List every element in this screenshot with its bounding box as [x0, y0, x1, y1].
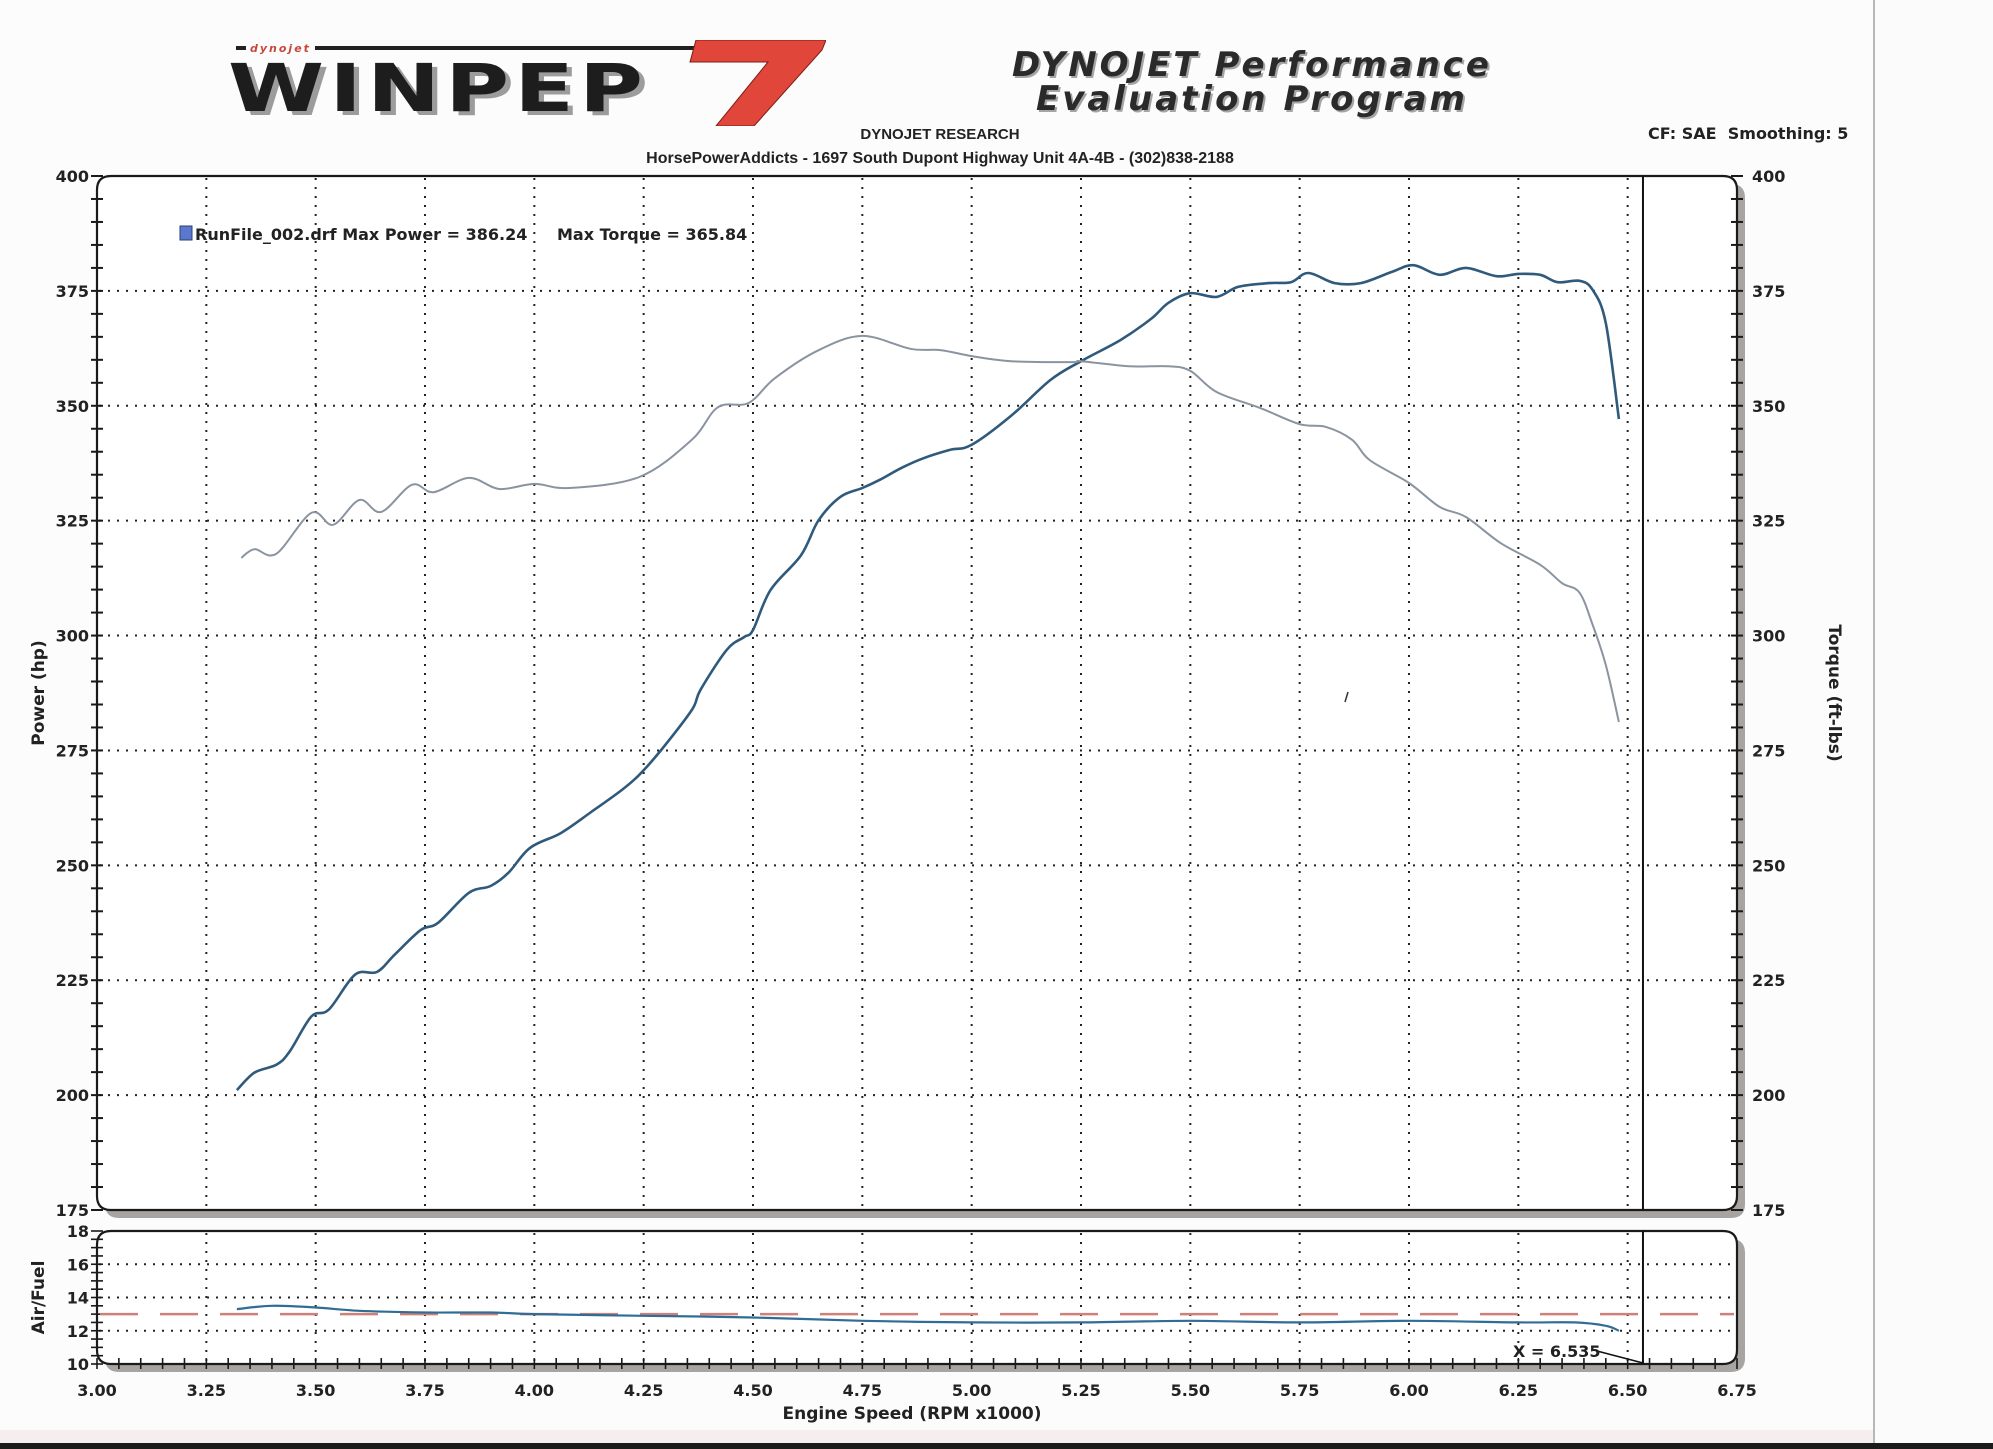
- afr-tick-label: 14: [67, 1289, 89, 1308]
- legend-torque: Max Torque = 365.84: [557, 225, 747, 244]
- x-tick-label: 5.25: [1061, 1381, 1100, 1400]
- afr-tick-label: 18: [67, 1222, 89, 1241]
- company-name: DYNOJET RESEARCH: [860, 126, 1020, 143]
- scan-margin: [1875, 0, 1993, 1449]
- shop-info: HorsePowerAddicts - 1697 South Dupont Hi…: [646, 150, 1234, 167]
- x-tick-label: 4.25: [624, 1381, 663, 1400]
- y-axis-title-right: Torque (ft-lbs): [1824, 624, 1844, 761]
- air-fuel-panel: 10 12 14 16 18 Air/Fuel X = 6.535: [29, 1222, 1745, 1374]
- x-tick-label: 6.50: [1608, 1381, 1647, 1400]
- logo-word: WINPEP: [228, 50, 649, 127]
- y-axis-title-left: Power (hp): [29, 640, 49, 746]
- y-tick-label-left: 175: [56, 1201, 89, 1220]
- program-title-line1: DYNOJET Performance: [1011, 45, 1492, 85]
- x-tick-label: 4.75: [843, 1381, 882, 1400]
- program-title-line2: Evaluation Program: [1036, 79, 1468, 119]
- x-tick-label: 3.00: [77, 1381, 116, 1400]
- x-axis: 3.00 3.25 3.50 3.75 4.00 4.25 4.50 4.75 5.00 5.25…: [77, 1358, 1757, 1424]
- y-tick-label-right: 300: [1752, 627, 1785, 646]
- y-tick-label-left: 300: [56, 627, 89, 646]
- cursor-leader-line: [1596, 1350, 1644, 1364]
- power-curve: [235, 263, 1621, 1092]
- y-tick-label-right: 375: [1752, 282, 1785, 301]
- x-axis-title: Engine Speed (RPM x1000): [782, 1404, 1041, 1424]
- scan-border: [0, 1443, 1993, 1449]
- afr-tick-label: 10: [67, 1355, 89, 1374]
- x-tick-label: 4.50: [733, 1381, 772, 1400]
- logo-bar: [236, 46, 776, 50]
- y-tick-label-left: 350: [56, 397, 89, 416]
- y-tick-label-right: 275: [1752, 741, 1785, 760]
- y-tick-label-left: 225: [56, 971, 89, 990]
- program-title: DYNOJET Performance Evaluation Program: [852, 48, 1652, 116]
- winpep-logo: dynojet WINPEP: [228, 40, 828, 127]
- logo-sub-text: dynojet: [246, 42, 315, 55]
- paper-edge: [1873, 0, 1875, 1449]
- x-tick-label: 5.00: [952, 1381, 991, 1400]
- scan-tint: [0, 1430, 1873, 1443]
- x-tick-label: 5.50: [1171, 1381, 1210, 1400]
- x-tick-label: 6.00: [1389, 1381, 1428, 1400]
- x-tick-label: 4.00: [515, 1381, 554, 1400]
- legend-power: RunFile_002.drf Max Power = 386.24: [195, 225, 527, 244]
- y-tick-label-left: 400: [56, 167, 89, 186]
- y-tick-label-right: 175: [1752, 1201, 1785, 1220]
- y-tick-label-right: 200: [1752, 1086, 1785, 1105]
- x-tick-label: 6.75: [1717, 1381, 1756, 1400]
- chart-legend: RunFile_002.drf Max Power = 386.24 Max To…: [179, 225, 747, 244]
- y-tick-label-right: 225: [1752, 971, 1785, 990]
- afr-tick-label: 12: [67, 1322, 89, 1341]
- x-tick-label: 3.75: [405, 1381, 444, 1400]
- y-tick-label-left: 200: [56, 1086, 89, 1105]
- cursor-label: X = 6.535: [1513, 1342, 1601, 1361]
- legend-swatch: [179, 225, 193, 241]
- torque-curve: [240, 334, 1620, 723]
- x-tick-label: 5.75: [1280, 1381, 1319, 1400]
- y-tick-label-left: 375: [56, 282, 89, 301]
- afr-axis-title: Air/Fuel: [29, 1261, 49, 1335]
- afr-curve: [236, 1304, 1620, 1332]
- y-tick-label-left: 325: [56, 512, 89, 531]
- logo-seven-icon: [689, 40, 826, 126]
- correction-factor: CF: SAE Smoothing: 5: [1648, 124, 1849, 143]
- y-tick-label-right: 325: [1752, 512, 1785, 531]
- x-tick-label: 3.50: [296, 1381, 335, 1400]
- x-tick-label: 3.25: [187, 1381, 226, 1400]
- x-tick-label: 6.25: [1499, 1381, 1538, 1400]
- y-tick-label-left: 250: [56, 856, 89, 875]
- power-torque-panel: 175 175 200 200 225 225 250 250 275 275 300 300 325 3…: [29, 167, 1844, 1220]
- y-tick-label-right: 350: [1752, 397, 1785, 416]
- y-tick-label-right: 250: [1752, 856, 1785, 875]
- y-tick-label-right: 400: [1752, 167, 1785, 186]
- y-tick-label-left: 275: [56, 741, 89, 760]
- afr-tick-label: 16: [67, 1255, 89, 1274]
- plot-frame: [95, 174, 1739, 1212]
- pen-mark: [1344, 691, 1349, 703]
